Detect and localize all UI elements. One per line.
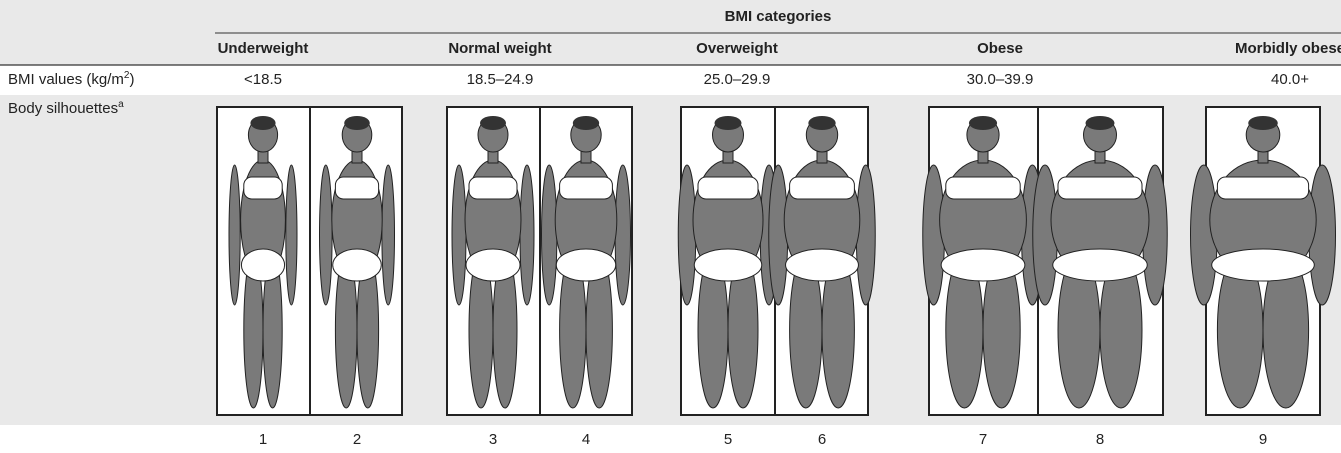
hair [1086,116,1115,130]
header-title: BMI categories [725,8,832,25]
label-text: BMI values (kg/m [8,71,124,88]
hair [808,116,835,130]
top [469,177,517,199]
silhouette-number: 8 [1096,431,1104,448]
table: BMI categories BMI values (kg/m2) Body s… [0,0,1341,453]
arm [320,165,333,305]
arm [542,165,557,305]
top [1217,177,1308,199]
briefs [694,249,762,281]
arm [520,165,534,305]
briefs [556,249,615,281]
hair [1248,116,1278,130]
silhouette-number: 7 [979,431,987,448]
arm [615,165,630,305]
hair [573,116,599,130]
bmi-value: 18.5–24.9 [467,71,534,88]
briefs [1053,249,1148,281]
top [698,177,758,199]
top [946,177,1020,199]
category-header: Obese [977,40,1023,57]
briefs [333,249,382,281]
silhouette-number: 6 [818,431,826,448]
hair [480,116,506,130]
top [790,177,855,199]
briefs [241,249,284,281]
arm [286,165,297,305]
category-header: Morbidly obese [1235,40,1341,57]
silhouette-number: 2 [353,431,361,448]
arm [382,165,395,305]
hair [250,116,275,130]
category-header: Overweight [696,40,778,57]
top [244,177,282,199]
briefs [466,249,520,281]
arm [452,165,466,305]
hair [969,116,997,130]
hair [715,116,742,130]
top [1058,177,1142,199]
bmi-value: 40.0+ [1271,71,1309,88]
category-header: Underweight [218,40,309,57]
bmi-value: 25.0–29.9 [704,71,771,88]
silhouette-number: 1 [259,431,267,448]
row-label: BMI values (kg/m2) [8,70,134,88]
label-text: ) [129,71,134,88]
top [335,177,378,199]
silhouette-number: 4 [582,431,590,448]
silhouette-number: 5 [724,431,732,448]
briefs [786,249,859,281]
briefs [941,249,1025,281]
label-text: Body silhouettes [8,100,118,117]
bmi-value: <18.5 [244,71,282,88]
row-label: Body silhouettesa [8,99,124,117]
hair [344,116,370,130]
silhouette-number: 9 [1259,431,1267,448]
top [560,177,613,199]
arm [229,165,240,305]
silhouette-number: 3 [489,431,497,448]
category-header: Normal weight [448,40,551,57]
label-sup: a [118,99,124,110]
bmi-value: 30.0–39.9 [967,71,1034,88]
briefs [1212,249,1315,281]
arm [678,165,696,305]
